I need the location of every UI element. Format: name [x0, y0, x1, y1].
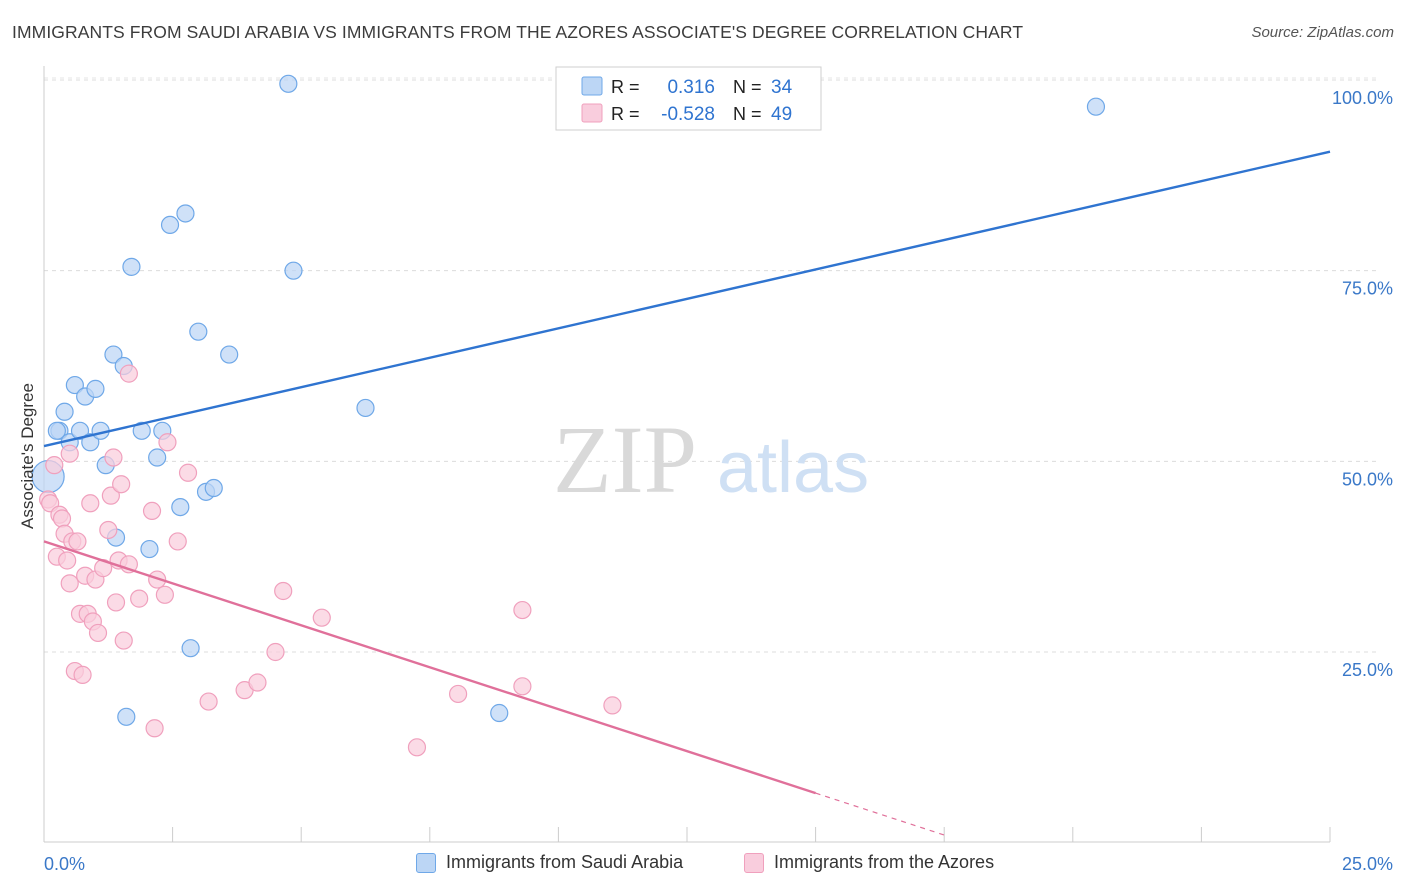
legend-swatch-saudi [416, 852, 436, 873]
point-saudi [132, 421, 151, 440]
point-azores [130, 589, 149, 608]
point-azores [73, 665, 92, 684]
y-tick-label: 50.0% [1342, 469, 1393, 489]
stats-r-label-saudi: R = [611, 77, 640, 97]
point-azores [81, 494, 100, 513]
point-azores [266, 642, 285, 662]
point-azores [199, 692, 218, 711]
point-azores [60, 444, 79, 463]
legend-swatch-azores [744, 852, 764, 873]
point-azores [114, 631, 133, 650]
point-azores [274, 581, 293, 601]
stats-n-label-saudi: N = [733, 77, 762, 97]
chart-title: IMMIGRANTS FROM SAUDI ARABIA VS IMMIGRAN… [12, 22, 1024, 42]
legend-item-azores[interactable]: Immigrants from the Azores [744, 852, 994, 873]
y-axis-label: Associate's Degree [18, 383, 37, 529]
x-tick-label: 0.0% [44, 854, 85, 874]
point-saudi [176, 204, 195, 223]
point-saudi [148, 448, 167, 467]
point-saudi [171, 497, 190, 517]
point-azores [312, 608, 331, 627]
point-azores [106, 593, 126, 612]
point-azores [513, 600, 532, 620]
trendline-azores [43, 540, 816, 795]
point-saudi [86, 379, 105, 398]
point-saudi [47, 421, 66, 440]
point-azores [88, 623, 108, 643]
x-tick-label: 25.0% [1342, 854, 1393, 874]
point-azores [168, 532, 187, 551]
point-saudi [122, 257, 141, 276]
stats-r-value-azores: -0.528 [661, 104, 715, 125]
stats-n-value-azores: 49 [771, 104, 792, 125]
grid-layer [44, 77, 1380, 653]
point-azores [99, 520, 118, 540]
point-azores [112, 475, 131, 494]
stats-legend: R = 0.316 N = 34 R = -0.528 N = 49 [555, 66, 822, 131]
legend-item-saudi[interactable]: Immigrants from Saudi Arabia [416, 852, 683, 873]
point-saudi [81, 433, 100, 452]
point-saudi [279, 74, 298, 93]
point-saudi [490, 703, 509, 723]
trendline-saudi [43, 150, 1331, 448]
point-azores [155, 585, 174, 604]
legend-label-azores: Immigrants from the Azores [774, 852, 995, 872]
point-saudi [204, 478, 223, 498]
trendline-azores-extension [815, 792, 945, 836]
point-saudi [189, 322, 208, 341]
chart-source: Source: ZipAtlas.com [1251, 24, 1394, 41]
point-azores [513, 677, 532, 696]
point-azores [603, 696, 622, 715]
point-saudi [181, 639, 200, 658]
legend-label-saudi: Immigrants from Saudi Arabia [446, 852, 684, 872]
point-azores [104, 448, 123, 467]
point-azores [68, 532, 87, 551]
point-saudi [104, 345, 123, 364]
point-saudi [70, 421, 90, 440]
point-saudi [65, 375, 84, 395]
point-saudi [1086, 97, 1106, 116]
point-saudi [140, 539, 159, 559]
point-azores [52, 509, 72, 528]
point-saudi [356, 398, 375, 418]
y-tick-label: 25.0% [1342, 660, 1393, 680]
stats-swatch-saudi [581, 76, 603, 96]
point-azores [448, 684, 468, 704]
point-azores [119, 364, 138, 383]
trend-layer [43, 150, 1331, 836]
stats-n-value-saudi: 34 [771, 77, 793, 98]
point-azores [58, 551, 77, 570]
point-saudi [220, 345, 239, 364]
points-layer [31, 74, 1106, 757]
y-tick-label: 75.0% [1342, 279, 1393, 299]
stats-n-label-azores: N = [733, 104, 762, 124]
stats-r-value-saudi: 0.316 [667, 77, 715, 98]
point-azores [178, 463, 198, 482]
point-saudi [117, 707, 136, 726]
point-saudi [284, 261, 303, 280]
point-saudi [55, 402, 74, 421]
point-saudi [160, 215, 180, 235]
point-azores [101, 486, 120, 505]
stats-r-label-azores: R = [611, 104, 640, 124]
point-azores [45, 456, 64, 475]
point-azores [158, 433, 177, 452]
point-azores [142, 501, 162, 521]
axis-layer: 25.0% 50.0% 75.0% 100.0% 0.0% 25.0% [43, 66, 1393, 874]
point-azores [248, 673, 267, 692]
point-azores [60, 574, 79, 593]
watermark-zip: ZIP [553, 406, 697, 513]
stats-swatch-azores [581, 103, 603, 123]
point-azores [145, 719, 164, 738]
watermark-atlas: atlas [717, 428, 869, 508]
point-azores [407, 738, 427, 757]
y-tick-label: 100.0% [1332, 88, 1393, 108]
